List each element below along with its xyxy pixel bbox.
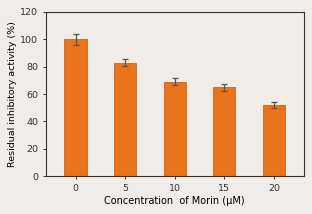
Bar bbox=[213, 87, 236, 176]
Bar bbox=[64, 39, 87, 176]
X-axis label: Concentration  of Morin (μM): Concentration of Morin (μM) bbox=[105, 196, 245, 206]
Bar bbox=[114, 62, 136, 176]
Bar bbox=[163, 82, 186, 176]
Bar bbox=[263, 105, 285, 176]
Y-axis label: Residual inhibitory activity (%): Residual inhibitory activity (%) bbox=[8, 21, 17, 167]
